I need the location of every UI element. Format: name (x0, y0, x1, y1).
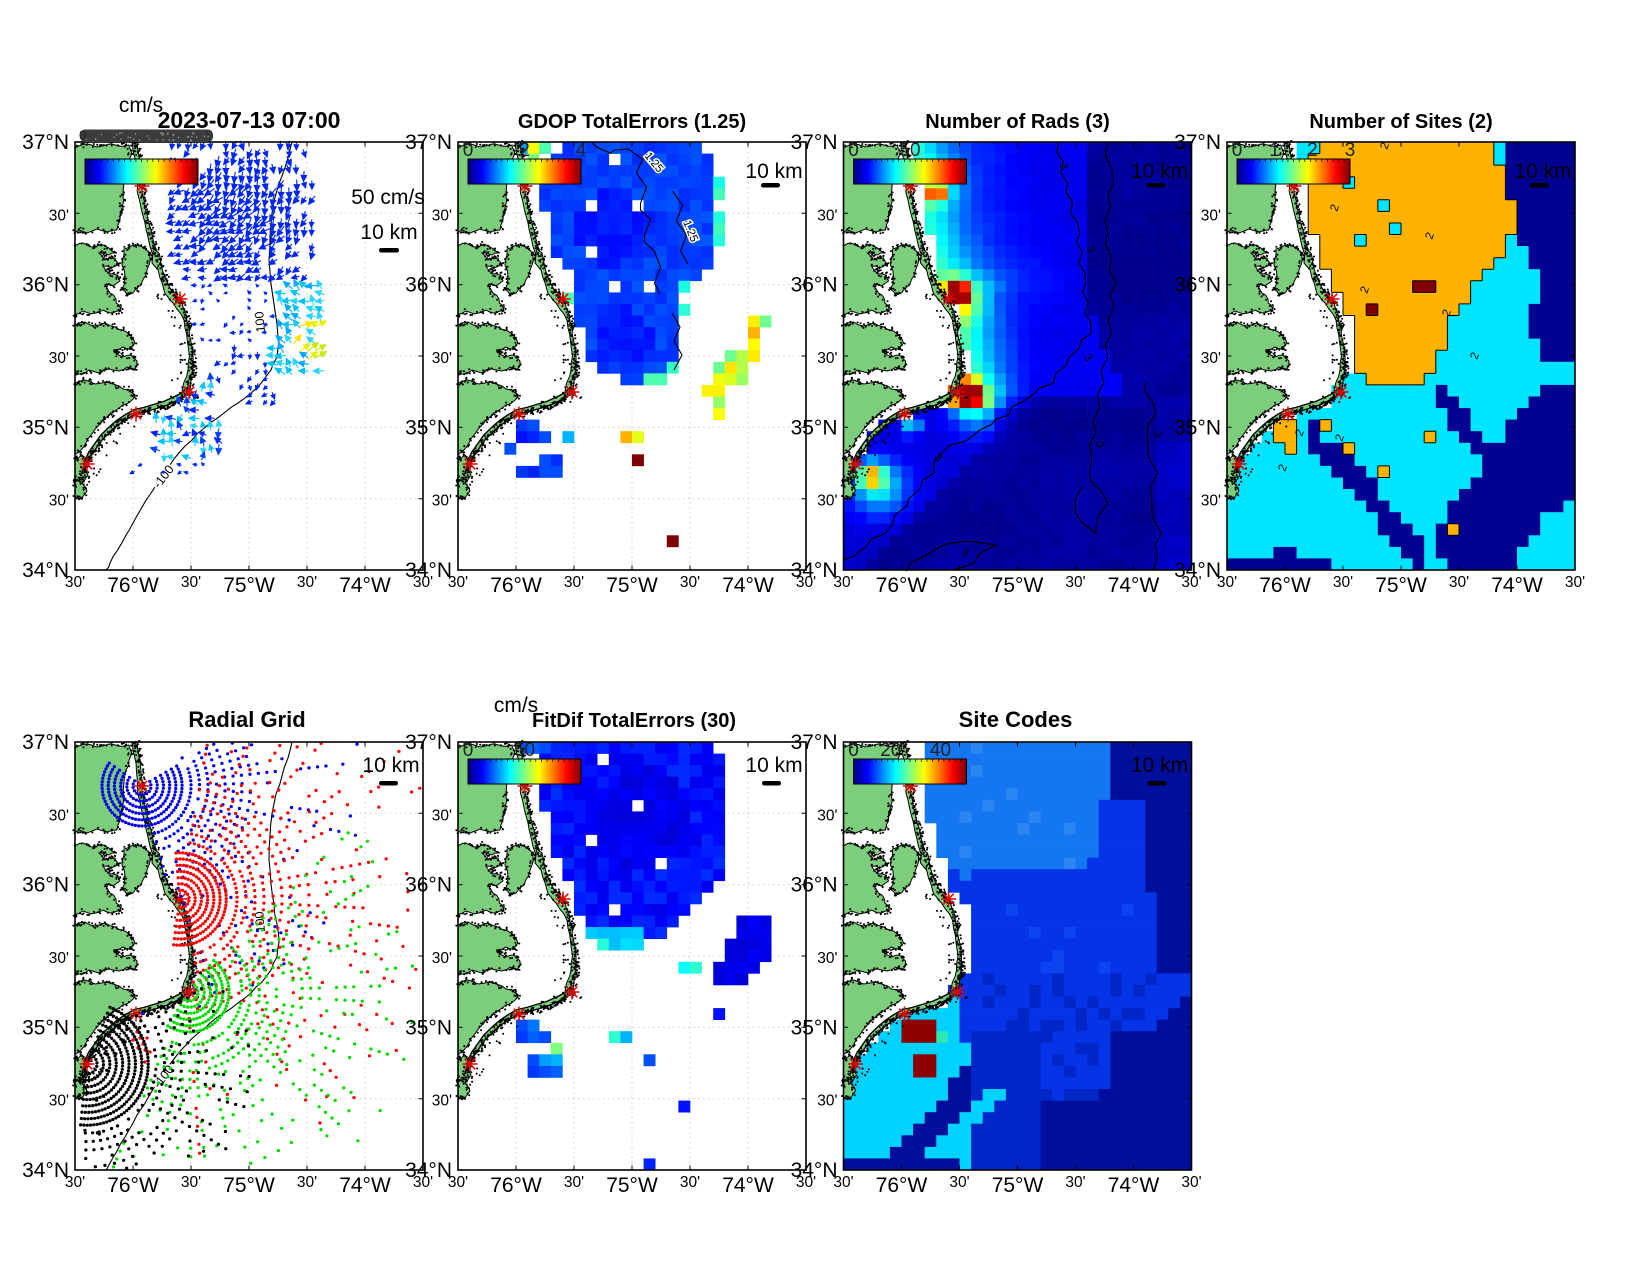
svg-text:3: 3 (1057, 162, 1070, 171)
svg-text:0: 0 (848, 740, 859, 761)
svg-text:2: 2 (1379, 141, 1392, 151)
svg-text:3: 3 (1345, 140, 1356, 161)
svg-text:50: 50 (514, 740, 535, 761)
svg-text:Site Codes: Site Codes (959, 707, 1073, 732)
svg-text:1: 1 (1269, 140, 1280, 161)
svg-text:-100: -100 (150, 462, 176, 490)
svg-text:2: 2 (1469, 351, 1482, 361)
svg-text:10 km: 10 km (360, 221, 417, 244)
svg-text:10 km: 10 km (745, 754, 802, 777)
svg-text:2023-07-13 07:00: 2023-07-13 07:00 (158, 107, 341, 133)
svg-text:Radial Grid: Radial Grid (188, 707, 305, 732)
svg-text:2: 2 (1277, 463, 1290, 473)
svg-text:50 cm/s: 50 cm/s (351, 186, 425, 209)
svg-text:FitDif TotalErrors (30): FitDif TotalErrors (30) (532, 710, 736, 732)
svg-text:2: 2 (1294, 428, 1307, 438)
svg-text:3: 3 (1084, 245, 1097, 254)
svg-text:20: 20 (880, 740, 901, 761)
svg-text:2: 2 (519, 140, 530, 161)
svg-text:4: 4 (576, 140, 587, 161)
svg-text:0: 0 (463, 140, 474, 161)
svg-text:Number of Sites (2): Number of Sites (2) (1309, 111, 1492, 133)
svg-text:2: 2 (1359, 285, 1372, 295)
svg-text:10 km: 10 km (362, 754, 419, 777)
svg-text:3: 3 (1093, 440, 1106, 448)
svg-text:2: 2 (1441, 308, 1454, 318)
svg-text:50: 50 (899, 140, 920, 161)
svg-text:2: 2 (1307, 140, 1318, 161)
svg-text:2: 2 (1334, 433, 1347, 443)
svg-text:0: 0 (463, 740, 474, 761)
svg-text:0: 0 (1232, 140, 1243, 161)
svg-text:cm/s: cm/s (494, 694, 538, 717)
svg-text:10 km: 10 km (1131, 754, 1188, 777)
svg-text:100: 100 (252, 311, 268, 333)
svg-text:3: 3 (959, 546, 971, 560)
svg-text:0: 0 (848, 140, 859, 161)
svg-text:cm/s: cm/s (119, 94, 163, 117)
svg-text:2: 2 (1329, 203, 1342, 213)
svg-text:40: 40 (930, 740, 951, 761)
svg-text:3: 3 (1151, 430, 1164, 439)
svg-text:GDOP TotalErrors (1.25): GDOP TotalErrors (1.25) (518, 111, 746, 133)
svg-text:Number of Rads (3): Number of Rads (3) (925, 111, 1109, 133)
svg-text:0: 0 (79, 128, 86, 143)
svg-text:5: 5 (205, 128, 212, 143)
svg-text:2: 2 (1424, 231, 1437, 241)
